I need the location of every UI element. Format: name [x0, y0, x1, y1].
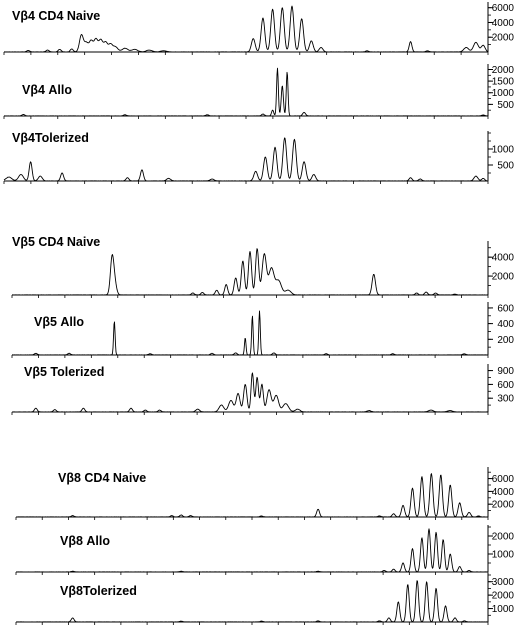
panel-9: 1000 2000 3000 Vβ8Tolerized [15, 573, 515, 625]
panel-8: 1000 2000 Vβ8 Allo [15, 525, 515, 575]
panel-title: Vβ5 CD4 Naive [12, 235, 100, 249]
panel-title: Vβ4 Allo [22, 83, 72, 97]
panel-7: 2000 4000 6000 Vβ8 CD4 Naive [15, 467, 515, 520]
y-tick-label: 600 [497, 303, 514, 314]
panel-3: 500 1000 Vβ4Tolerized [3, 131, 515, 184]
panel-title: Vβ5 Allo [34, 315, 84, 329]
y-tick-label: 500 [497, 100, 514, 111]
panel-title: Vβ8 CD4 Naive [58, 471, 146, 485]
y-tick-label: 1000 [492, 88, 515, 99]
y-tick-label: 1000 [492, 145, 515, 156]
y-tick-label: 4000 [492, 487, 515, 498]
y-tick-label: 2000 [492, 500, 515, 511]
panel-title: Vβ4 CD4 Naive [12, 9, 100, 23]
panel-title: Vβ8Tolerized [60, 584, 137, 598]
y-tick-label: 2000 [492, 65, 515, 76]
y-tick-label: 6000 [492, 3, 515, 14]
y-tick-label: 2000 [492, 33, 515, 44]
panel-title: Vβ8 Allo [60, 534, 110, 548]
y-tick-label: 4000 [492, 253, 515, 264]
panel-4: 2000 4000 Vβ5 CD4 Naive [11, 235, 515, 298]
panel-6: 300 600 900 Vβ5 Tolerized [11, 364, 514, 415]
panel-5: 200 400 600 Vβ5 Allo [11, 302, 514, 358]
y-tick-label: 6000 [492, 474, 515, 485]
y-tick-label: 2000 [492, 591, 515, 602]
y-tick-label: 1500 [492, 77, 515, 88]
y-tick-label: 600 [497, 380, 514, 391]
y-tick-label: 300 [497, 394, 514, 405]
y-tick-label: 200 [497, 335, 514, 346]
y-tick-label: 400 [497, 319, 514, 330]
y-tick-label: 500 [497, 161, 514, 172]
y-tick-label: 3000 [492, 577, 515, 588]
y-tick-label: 2000 [492, 272, 515, 283]
y-tick-label: 900 [497, 366, 514, 377]
panel-title: Vβ4Tolerized [12, 131, 89, 145]
panel-title: Vβ5 Tolerized [24, 365, 104, 379]
y-tick-label: 1000 [492, 604, 515, 615]
y-tick-label: 2000 [492, 532, 515, 543]
y-tick-label: 1000 [492, 550, 515, 561]
series-line [11, 248, 489, 296]
y-tick-label: 4000 [492, 18, 515, 29]
series-line [3, 67, 489, 117]
panel-1: 2000 4000 6000 Vβ4 CD4 Naive [3, 2, 515, 55]
